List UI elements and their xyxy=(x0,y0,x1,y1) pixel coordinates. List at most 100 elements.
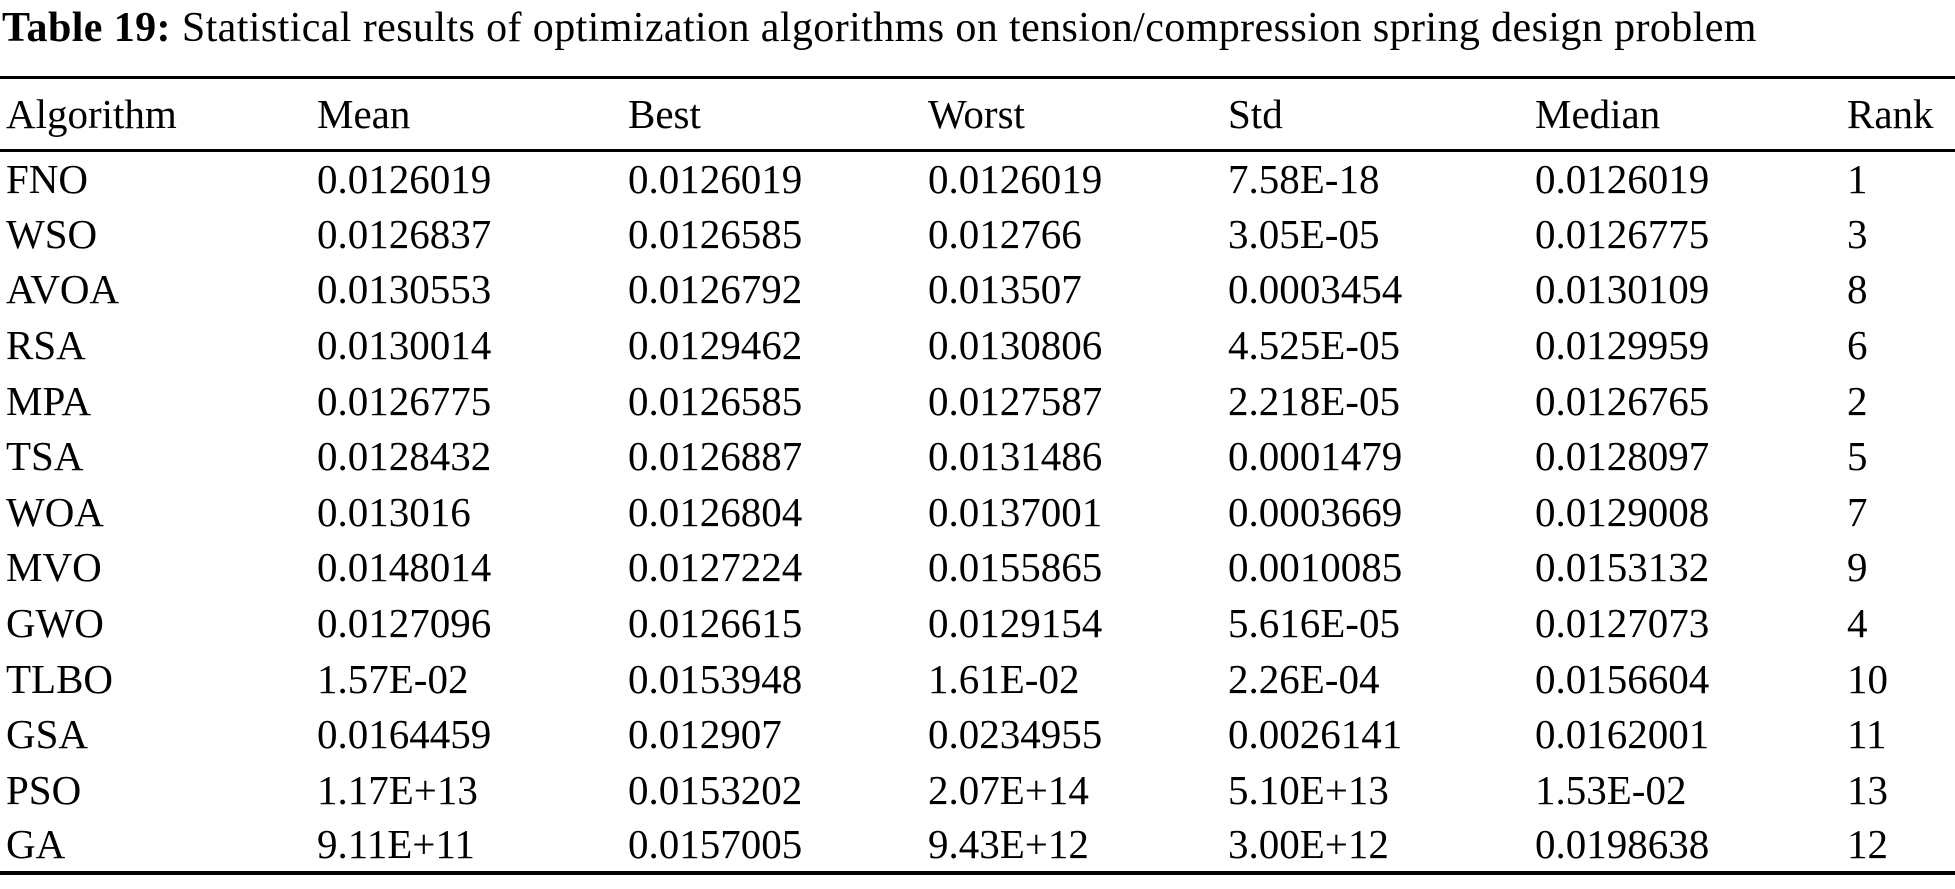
algorithm-name-cell: GWO xyxy=(6,600,104,647)
table-row: TLBO 1.57E-02 0.0153948 1.61E-02 2.26E-04 0.0… xyxy=(0,651,1955,707)
table-cell: 0.012766 xyxy=(928,210,1082,257)
table-cell: 0.0003454 xyxy=(1228,266,1403,313)
algorithm-name-cell: RSA xyxy=(6,322,86,369)
table-cell: 0.0126792 xyxy=(628,266,803,313)
table-caption-label: Table 19: xyxy=(2,5,171,51)
table-cell: 0.0129462 xyxy=(628,322,803,369)
table-row: PSO 1.17E+13 0.0153202 2.07E+14 5.10E+13 1.53… xyxy=(0,762,1955,818)
table-cell: 0.0126585 xyxy=(628,377,803,424)
algorithm-name-cell: WOA xyxy=(6,488,104,535)
table-cell: 0.0130553 xyxy=(317,266,492,313)
table-cell: 0.0126775 xyxy=(1535,210,1710,257)
table-cell: 1 xyxy=(1847,156,1868,203)
table-cell: 0.0131486 xyxy=(928,433,1103,480)
table-cell: 0.0126019 xyxy=(928,156,1103,203)
table-cell: 0.0127073 xyxy=(1535,600,1710,647)
table-cell: 0.0126775 xyxy=(317,377,492,424)
table-cell: 7.58E-18 xyxy=(1228,156,1380,203)
column-header-mean: Mean xyxy=(317,91,411,137)
algorithm-name-cell: WSO xyxy=(6,210,98,257)
table-cell: 0.0126019 xyxy=(317,156,492,203)
table-cell: 5 xyxy=(1847,433,1868,480)
table-cell: 0.0026141 xyxy=(1228,711,1403,758)
table-cell: 3 xyxy=(1847,210,1868,257)
algorithm-name-cell: MPA xyxy=(6,377,92,424)
column-header-worst: Worst xyxy=(928,91,1025,137)
table-cell: 10 xyxy=(1847,655,1888,702)
table-cell: 0.0156604 xyxy=(1535,655,1710,702)
table-row: GSA 0.0164459 0.012907 0.0234955 0.0026141 0.… xyxy=(0,706,1955,762)
table-row: MPA 0.0126775 0.0126585 0.0127587 2.218E-05 0… xyxy=(0,373,1955,429)
table-cell: 4 xyxy=(1847,600,1868,647)
table-cell: 0.0126019 xyxy=(1535,156,1710,203)
table-cell: 6 xyxy=(1847,322,1868,369)
table-cell: 0.0129959 xyxy=(1535,322,1710,369)
algorithm-name-cell: TSA xyxy=(6,433,84,480)
table-cell: 0.0198638 xyxy=(1535,821,1710,868)
column-header-algorithm: Algorithm xyxy=(6,91,177,137)
table-cell: 0.0162001 xyxy=(1535,711,1710,758)
table-cell: 0.013507 xyxy=(928,266,1082,313)
table-cell: 0.0001479 xyxy=(1228,433,1403,480)
statistics-table: Algorithm Mean Best Worst Std Median Rank FNO 0… xyxy=(0,76,1955,876)
table-cell: 0.0128432 xyxy=(317,433,492,480)
table-cell: 1.57E-02 xyxy=(317,655,469,702)
table-cell: 0.0153132 xyxy=(1535,544,1710,591)
table-cell: 9 xyxy=(1847,544,1868,591)
table-cell: 0.0130109 xyxy=(1535,266,1710,313)
table-cell: 2.26E-04 xyxy=(1228,655,1380,702)
table-cell: 0.0153202 xyxy=(628,766,803,813)
table-cell: 0.0129154 xyxy=(928,600,1103,647)
algorithm-name-cell: GSA xyxy=(6,711,89,758)
table-cell: 2.218E-05 xyxy=(1228,377,1400,424)
table-cell: 0.0129008 xyxy=(1535,488,1710,535)
table-row: AVOA 0.0130553 0.0126792 0.013507 0.0003454 0… xyxy=(0,262,1955,318)
table-cell: 0.0126837 xyxy=(317,210,492,257)
column-header-best: Best xyxy=(628,91,701,137)
table-cell: 0.0155865 xyxy=(928,544,1103,591)
table-cell: 0.0234955 xyxy=(928,711,1103,758)
column-header-median: Median xyxy=(1535,91,1661,137)
algorithm-name-cell: MVO xyxy=(6,544,102,591)
table-cell: 3.00E+12 xyxy=(1228,821,1389,868)
table-cell: 1.53E-02 xyxy=(1535,766,1687,813)
table-cell: 12 xyxy=(1847,821,1888,868)
table-cell: 0.0127224 xyxy=(628,544,803,591)
algorithm-name-cell: PSO xyxy=(6,766,82,813)
table-cell: 13 xyxy=(1847,766,1888,813)
table-row: RSA 0.0130014 0.0129462 0.0130806 4.525E-05 0… xyxy=(0,317,1955,373)
table-row: GWO 0.0127096 0.0126615 0.0129154 5.616E-05 0… xyxy=(0,595,1955,651)
table-cell: 0.0126804 xyxy=(628,488,803,535)
table-cell: 7 xyxy=(1847,488,1868,535)
algorithm-name-cell: AVOA xyxy=(6,266,120,313)
table-cell: 5.10E+13 xyxy=(1228,766,1389,813)
table-cell: 0.0130806 xyxy=(928,322,1103,369)
table-cell: 0.0010085 xyxy=(1228,544,1403,591)
table-cell: 0.013016 xyxy=(317,488,471,535)
column-header-rank: Rank xyxy=(1847,91,1934,137)
table-cell: 0.0130014 xyxy=(317,322,492,369)
table-row: WSO 0.0126837 0.0126585 0.012766 3.05E-05 0.0… xyxy=(0,206,1955,262)
table-cell: 1.61E-02 xyxy=(928,655,1080,702)
table-cell: 3.05E-05 xyxy=(1228,210,1380,257)
table-row: MVO 0.0148014 0.0127224 0.0155865 0.0010085 0… xyxy=(0,540,1955,596)
algorithm-name-cell: GA xyxy=(6,821,66,868)
table-cell: 0.0148014 xyxy=(317,544,492,591)
table-cell: 8 xyxy=(1847,266,1868,313)
table-caption-text: Statistical results of optimization algo… xyxy=(170,5,1757,51)
table-body: FNO 0.0126019 0.0126019 0.0126019 7.58E-18 0.… xyxy=(0,151,1955,874)
table-cell: 4.525E-05 xyxy=(1228,322,1400,369)
table-cell: 9.11E+11 xyxy=(317,821,475,868)
table-row: WOA 0.013016 0.0126804 0.0137001 0.0003669 0.… xyxy=(0,484,1955,540)
table-cell: 2.07E+14 xyxy=(928,766,1089,813)
table-row: GA 9.11E+11 0.0157005 9.43E+12 3.00E+12 0.019… xyxy=(0,818,1955,874)
table-cell: 0.0164459 xyxy=(317,711,492,758)
table-cell: 0.0157005 xyxy=(628,821,803,868)
table-cell: 0.0153948 xyxy=(628,655,803,702)
table-cell: 0.0126765 xyxy=(1535,377,1710,424)
table-row: TSA 0.0128432 0.0126887 0.0131486 0.0001479 0… xyxy=(0,428,1955,484)
table-cell: 0.0126585 xyxy=(628,210,803,257)
table-header: Algorithm Mean Best Worst Std Median Rank xyxy=(0,78,1955,151)
algorithm-name-cell: FNO xyxy=(6,156,89,203)
algorithm-name-cell: TLBO xyxy=(6,655,114,702)
